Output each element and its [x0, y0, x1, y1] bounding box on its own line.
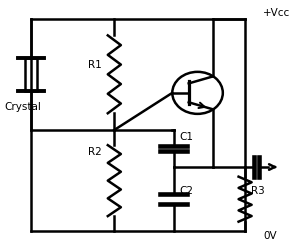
Text: R1: R1	[88, 60, 101, 70]
Text: R3: R3	[251, 186, 265, 196]
Text: C1: C1	[180, 132, 194, 142]
Text: +Vcc: +Vcc	[263, 8, 290, 18]
Text: R2: R2	[88, 147, 101, 157]
Text: Crystal: Crystal	[4, 102, 41, 112]
Bar	[25, 58, 37, 91]
Text: 0V: 0V	[263, 231, 277, 241]
Text: C2: C2	[180, 186, 194, 196]
